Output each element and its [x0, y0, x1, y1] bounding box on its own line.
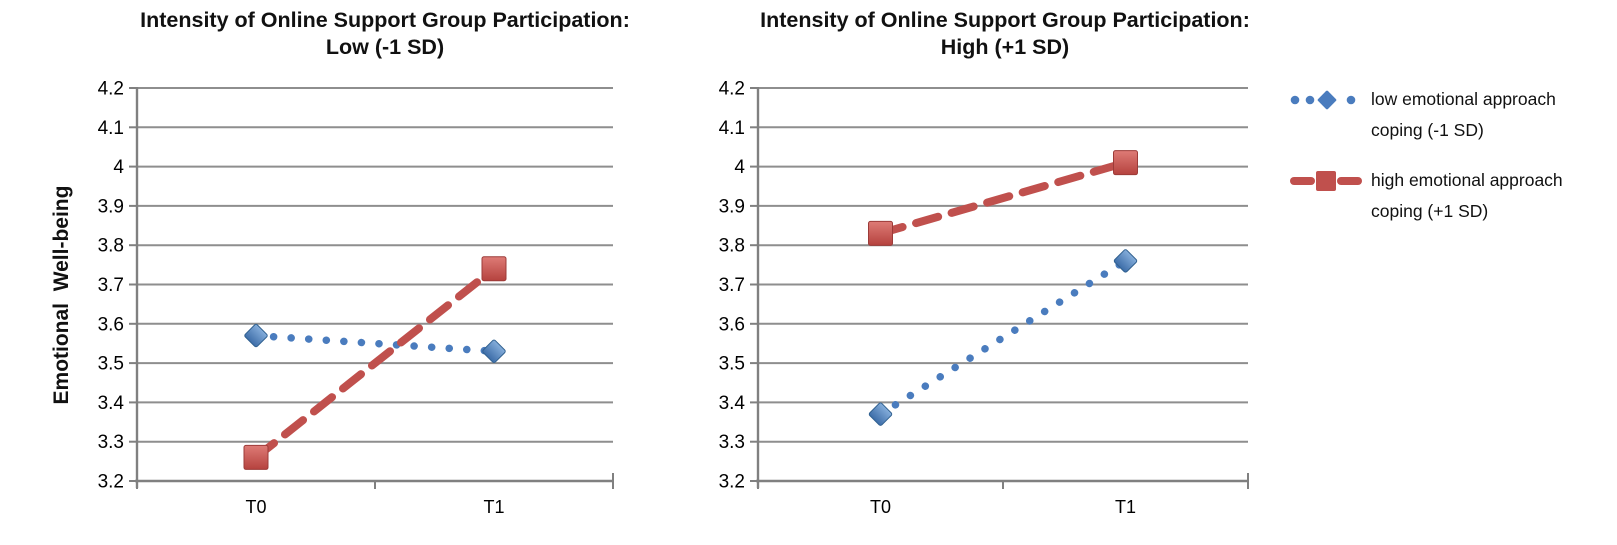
legend: low emotional approach coping (-1 SD) hi… — [1290, 84, 1617, 246]
marker-diamond-T0 — [868, 402, 893, 426]
y-tick-label: 4.1 — [719, 118, 745, 139]
y-tick-label: 3.6 — [98, 314, 124, 335]
y-tick-label: 4.1 — [98, 118, 124, 139]
y-tick-label: 3.3 — [719, 432, 745, 453]
series-line-high — [252, 264, 498, 462]
y-tick-label: 4.2 — [719, 79, 745, 100]
legend-label-low: low emotional approach coping (-1 SD) — [1371, 84, 1556, 146]
chart-title-low: Intensity of Online Support Group Partic… — [75, 7, 695, 61]
y-tick-label: 3.4 — [98, 393, 125, 414]
legend-label-low-line2: coping (-1 SD) — [1371, 120, 1484, 140]
x-tick-label: T1 — [483, 497, 504, 517]
marker-diamond-T1 — [1113, 249, 1138, 273]
y-tick-label: 3.4 — [719, 393, 746, 414]
legend-label-high-line2: coping (+1 SD) — [1371, 201, 1489, 221]
series-line-low — [876, 257, 1130, 418]
y-tick-label: 3.2 — [98, 472, 124, 493]
y-tick-label: 4.2 — [98, 79, 124, 100]
y-tick-label: 4 — [113, 157, 124, 178]
legend-label-high-line1: high emotional approach — [1371, 170, 1563, 190]
y-tick-label: 3.3 — [98, 432, 124, 453]
chart-low-participation: Intensity of Online Support Group Partic… — [0, 0, 660, 545]
y-tick-label: 3.7 — [719, 275, 745, 296]
y-tick-label: 3.9 — [98, 196, 124, 217]
y-tick-label: 3.8 — [719, 236, 745, 257]
chart-title-high: Intensity of Online Support Group Partic… — [695, 7, 1315, 61]
chart-high-participation: Intensity of Online Support Group Partic… — [660, 0, 1260, 545]
chart-title-low-line1: Intensity of Online Support Group Partic… — [140, 8, 630, 32]
y-tick-label: 3.7 — [98, 275, 124, 296]
legend-item-low: low emotional approach coping (-1 SD) — [1290, 84, 1617, 146]
marker-square-T0 — [868, 220, 893, 246]
legend-marker-high-dashed-square-icon — [1290, 171, 1362, 191]
y-tick-label: 3.2 — [719, 472, 745, 493]
x-tick-label: T1 — [1115, 497, 1136, 517]
y-tick-label: 3.5 — [98, 354, 124, 375]
y-tick-label: 4 — [734, 157, 745, 178]
chart-title-low-line2: Low (-1 SD) — [325, 35, 445, 59]
y-tick-label: 3.5 — [719, 354, 745, 375]
y-tick-label: 3.8 — [98, 236, 124, 257]
y-tick-label: 3.9 — [719, 196, 745, 217]
series-line-low — [252, 331, 498, 356]
marker-diamond-T0 — [244, 323, 268, 348]
legend-item-high: high emotional approach coping (+1 SD) — [1290, 165, 1617, 227]
y-tick-label: 3.6 — [719, 314, 745, 335]
chart-title-high-line1: Intensity of Online Support Group Partic… — [760, 8, 1250, 32]
legend-label-low-line1: low emotional approach — [1371, 89, 1556, 109]
plot-area-low: 4.2 4.1 4 3.9 3.8 3.7 3.6 3.5 3.4 3.3 3.2 T0 T1 — [98, 79, 614, 517]
series-line-high — [876, 158, 1130, 238]
marker-diamond-T1 — [482, 339, 506, 364]
marker-square-T1 — [481, 256, 507, 282]
x-tick-label: T0 — [245, 497, 266, 517]
legend-marker-low-dotted-diamond-icon — [1290, 90, 1356, 110]
plot-area-high: 4.2 4.1 4 3.9 3.8 3.7 3.6 3.5 3.4 3.3 3.2 T0 T1 — [719, 79, 1249, 517]
marker-square-T1 — [1113, 150, 1138, 176]
x-tick-label: T0 — [870, 497, 891, 517]
legend-label-high: high emotional approach coping (+1 SD) — [1371, 165, 1563, 227]
chart-title-high-line2: High (+1 SD) — [940, 35, 1070, 59]
marker-square-T0 — [243, 444, 269, 470]
